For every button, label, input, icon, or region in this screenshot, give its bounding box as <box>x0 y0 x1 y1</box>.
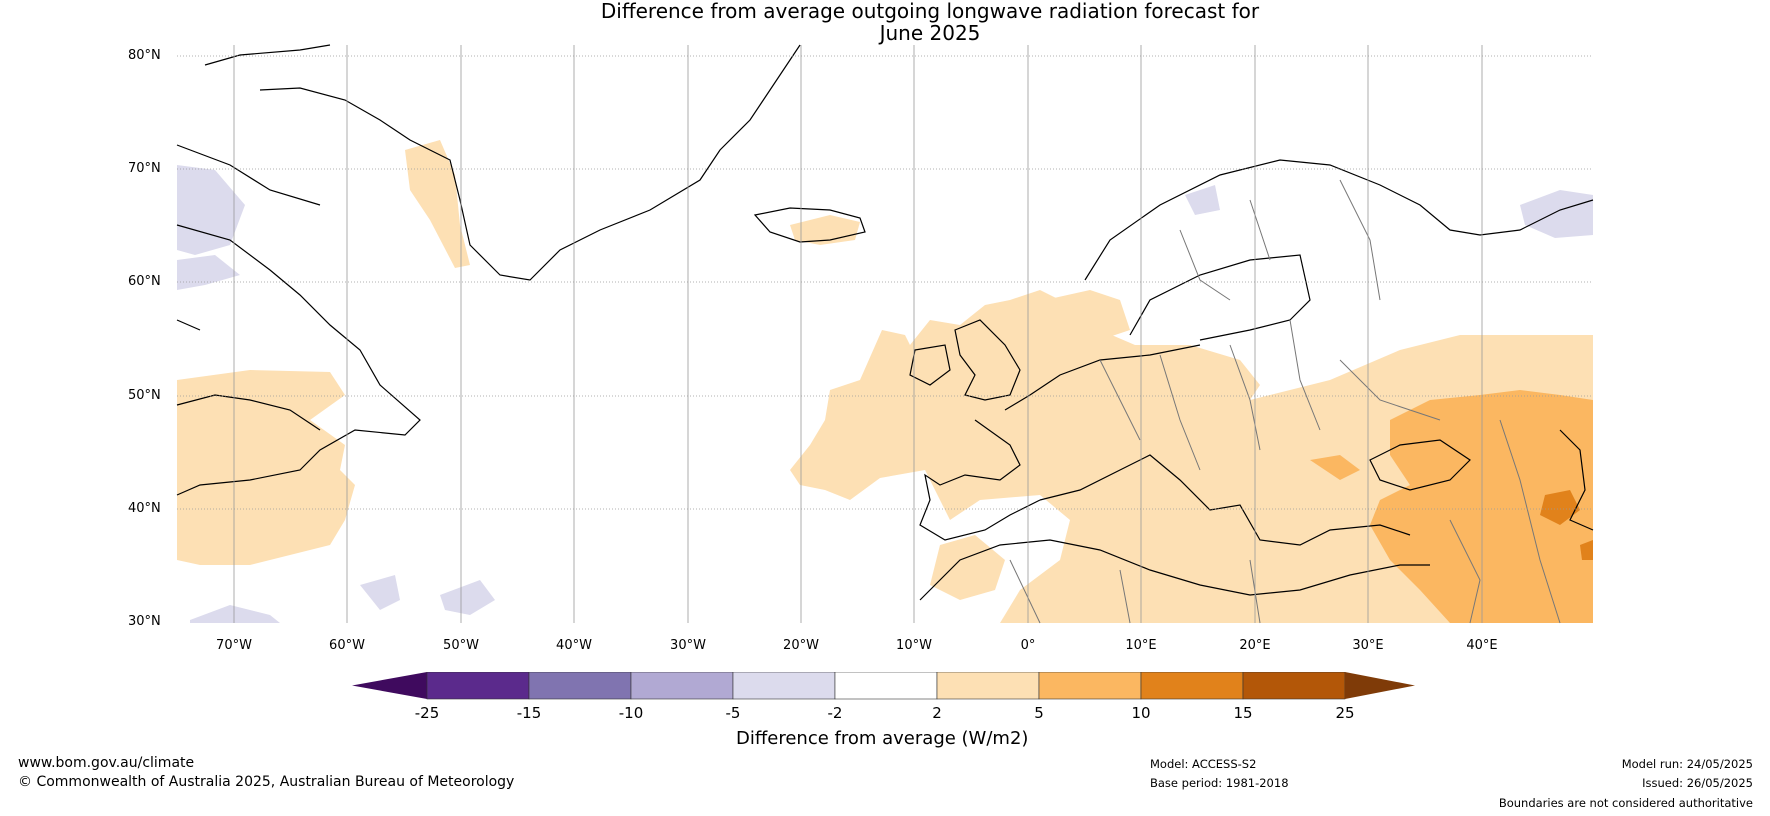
lon-label: 10°E <box>1125 638 1157 653</box>
lat-label: 30°N <box>128 614 161 629</box>
caspian-coastline <box>1559 429 1594 531</box>
anomaly-region-negative <box>440 580 495 615</box>
anomaly-region-negative <box>1520 190 1593 238</box>
lon-label: 60°W <box>329 638 365 653</box>
lon-label: 30°E <box>1352 638 1384 653</box>
colorbar-segment <box>1140 672 1244 700</box>
anomaly-region-negative <box>177 165 245 255</box>
issued-text: Issued: 26/05/2025 <box>1642 776 1753 790</box>
britain-coastline <box>954 319 1021 401</box>
africa-coastline <box>919 539 1430 601</box>
iceland-coastline <box>753 207 866 243</box>
coastline-layer <box>176 44 1594 601</box>
europe-coastline <box>919 344 1201 541</box>
website-link[interactable]: www.bom.gov.au/climate <box>18 755 195 771</box>
colorbar-arrow-low <box>352 672 427 699</box>
model-text: Model: ACCESS-S2 <box>1150 757 1257 771</box>
lon-label: 70°W <box>216 638 252 653</box>
lon-label: 40°E <box>1466 638 1498 653</box>
anomaly-region-negative <box>360 575 400 610</box>
anomaly-region-negative <box>177 255 240 290</box>
anomaly-region-positive <box>405 140 470 268</box>
colorbar-tick: 25 <box>1335 704 1355 722</box>
colorbar <box>352 672 1415 700</box>
lon-label: 0° <box>1020 638 1036 653</box>
colorbar-segment <box>630 672 734 700</box>
north-america-coastline <box>176 394 321 431</box>
lon-label: 30°W <box>670 638 706 653</box>
greenland-coastline <box>204 44 801 281</box>
colorbar-tick: -10 <box>618 704 644 722</box>
scandinavia-coastline <box>1084 159 1594 281</box>
map-title: Difference from average outgoing longwav… <box>0 0 1770 44</box>
lon-label: 20°W <box>783 638 819 653</box>
anomaly-region-negative <box>1185 185 1220 215</box>
title-line-1: Difference from average outgoing longwav… <box>600 0 1260 23</box>
colorbar-segment <box>732 672 836 700</box>
colorbar-tick: 15 <box>1233 704 1253 722</box>
colorbar-segment <box>1242 672 1346 700</box>
colorbar-segment <box>426 672 530 700</box>
colorbar-segment <box>528 672 632 700</box>
lat-label: 70°N <box>128 161 161 176</box>
disclaimer-text: Boundaries are not considered authoritat… <box>1498 796 1753 810</box>
anomaly-region-positive <box>177 370 355 565</box>
copyright-text: © Commonwealth of Australia 2025, Austra… <box>18 774 515 790</box>
colorbar-tick: -5 <box>725 704 741 722</box>
colorbar-tick: 5 <box>1034 704 1044 722</box>
colorbar-tick: -15 <box>516 704 542 722</box>
colorbar-tick: 10 <box>1131 704 1151 722</box>
lon-label: 40°W <box>556 638 592 653</box>
anomaly-region-strong-positive <box>1310 455 1360 480</box>
colorbar-segment <box>834 672 938 700</box>
mediterranean-coastline <box>1039 454 1411 546</box>
lon-label: 50°W <box>443 638 479 653</box>
anomaly-region-very-strong-positive <box>1580 540 1593 560</box>
colorbar-arrow-high <box>1345 672 1415 699</box>
colorbar-segment <box>936 672 1040 700</box>
north-america-coastline <box>176 144 421 496</box>
scandinavia-coastline <box>1129 254 1311 341</box>
black-sea-coastline <box>1369 439 1471 491</box>
gridlines <box>177 45 1593 623</box>
colorbar-tick: 2 <box>932 704 942 722</box>
lat-label: 50°N <box>128 388 161 403</box>
anomaly-region-positive <box>1045 290 1130 340</box>
anomaly-region-negative <box>190 605 280 623</box>
colorbar-segment <box>1038 672 1142 700</box>
colorbar-tick: -2 <box>827 704 843 722</box>
anomaly-fill-layer <box>177 140 1593 623</box>
lon-label: 10°W <box>896 638 932 653</box>
lon-label: 20°E <box>1239 638 1271 653</box>
ireland-coastline <box>909 344 951 386</box>
anomaly-region-positive <box>930 535 1005 600</box>
colorbar-label: Difference from average (W/m2) <box>736 728 1029 749</box>
lat-label: 40°N <box>128 501 161 516</box>
lat-label: 80°N <box>128 48 161 63</box>
lat-label: 60°N <box>128 274 161 289</box>
model-run-text: Model run: 24/05/2025 <box>1621 757 1753 771</box>
colorbar-tick: -25 <box>414 704 440 722</box>
title-line-2: June 2025 <box>879 21 981 45</box>
anomaly-region-very-strong-positive <box>1540 490 1580 525</box>
base-period-text: Base period: 1981-2018 <box>1150 776 1289 790</box>
